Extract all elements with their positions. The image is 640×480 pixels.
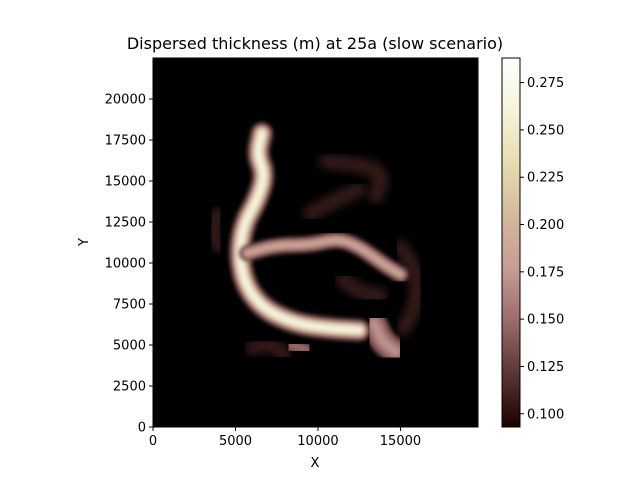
deposit-east-west-branch [239, 232, 409, 283]
y-tick-label: 7500 [113, 298, 146, 313]
x-tick-label: 5000 [219, 434, 252, 449]
colorbar-tick-label: 0.125 [527, 360, 564, 375]
low-zone-6 [335, 272, 388, 303]
y-axis-ticks: 0 2500 5000 7500 10000 12500 15000 17500 20000 [105, 93, 153, 436]
colorbar-tick-label: 0.100 [527, 407, 564, 422]
plot-frame [152, 57, 479, 428]
colorbar-tick-label: 0.200 [527, 218, 564, 233]
y-tick-label: 15000 [105, 175, 146, 190]
plot-area [152, 57, 479, 428]
y-tick-label: 0 [138, 421, 146, 436]
deposit-stroke [289, 343, 309, 352]
y-axis-label: Y [77, 238, 92, 247]
y-tick-label: 12500 [105, 216, 146, 231]
deposit-south-east-lobe [361, 310, 409, 365]
colorbar-tick-label: 0.275 [527, 76, 564, 91]
low-zone-1 [205, 206, 226, 254]
deposit-layer [229, 122, 409, 365]
y-tick-label: 10000 [105, 257, 146, 272]
colorbar-tick-label: 0.175 [527, 265, 564, 280]
y-tick-label: 2500 [113, 380, 146, 395]
deposit-stroke [369, 319, 400, 357]
chart-title: Dispersed thickness (m) at 25a (slow sce… [127, 34, 503, 53]
x-tick-label: 0 [149, 434, 157, 449]
deposit-main-channel [229, 122, 371, 342]
colorbar-tick-label: 0.250 [527, 123, 564, 138]
low-zone-4 [393, 239, 424, 336]
colorbar-tick-label: 0.225 [527, 171, 564, 186]
colorbar-ticks: 0.100 0.125 0.150 0.175 0.200 0.225 0.250 0.275 [520, 76, 564, 422]
low-zone-3 [302, 182, 367, 221]
y-tick-label: 20000 [105, 93, 146, 108]
colorbar-gradient [501, 57, 521, 428]
x-tick-label: 10000 [297, 434, 338, 449]
colorbar-tick-label: 0.150 [527, 313, 564, 328]
deposit-south-lobe [284, 338, 314, 357]
colorbar: 0.100 0.125 0.150 0.175 0.200 0.225 0.250 0.275 [501, 57, 564, 428]
y-tick-label: 17500 [105, 134, 146, 149]
deposit-stroke [236, 129, 364, 335]
low-thickness-layer [205, 154, 424, 362]
deposit-stroke [244, 237, 403, 277]
low-zone-5 [245, 336, 292, 362]
x-axis-label: X [311, 456, 320, 471]
x-tick-label: 15000 [380, 434, 421, 449]
low-zone-2 [319, 154, 388, 205]
x-axis-ticks: 0 5000 10000 15000 [149, 427, 421, 449]
y-tick-label: 5000 [113, 339, 146, 354]
